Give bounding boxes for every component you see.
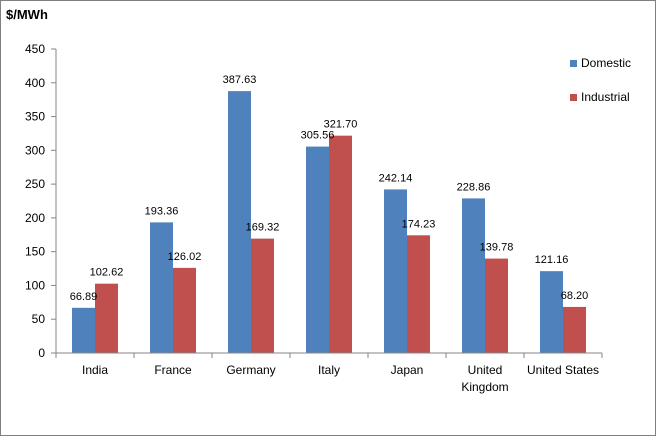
bar-industrial (485, 258, 508, 353)
x-category-label: Italy (318, 363, 340, 377)
data-label: 387.63 (223, 74, 257, 86)
bar-industrial (173, 267, 196, 353)
bar-industrial (563, 306, 586, 353)
y-tick-label: 50 (32, 312, 46, 326)
bar-domestic (540, 271, 563, 353)
y-tick-label: 250 (25, 177, 45, 191)
y-tick-label: 450 (25, 42, 45, 56)
y-tick-label: 400 (25, 76, 45, 90)
y-tick-label: 300 (25, 143, 45, 157)
y-tick-label: 150 (25, 245, 45, 259)
legend-label: Domestic (581, 56, 631, 70)
y-tick-label: 0 (38, 346, 45, 360)
axes (55, 49, 602, 354)
x-category-label: United States (527, 363, 599, 377)
x-category-label: United (468, 363, 503, 377)
data-label: 68.20 (561, 290, 589, 302)
bar-industrial (251, 238, 274, 353)
legend-swatch (570, 60, 577, 67)
y-axis-title: $/MWh (6, 7, 48, 22)
data-label: 102.62 (90, 267, 124, 279)
data-label: 121.16 (535, 254, 569, 266)
y-tick-label: 350 (25, 110, 45, 124)
data-label: 305.56 (301, 130, 335, 142)
legend-swatch (570, 94, 577, 101)
data-label: 139.78 (480, 242, 514, 254)
data-label: 321.70 (324, 119, 358, 131)
bar-domestic (462, 198, 485, 353)
data-label: 193.36 (145, 205, 179, 217)
bar-domestic (72, 307, 95, 353)
data-label: 228.86 (457, 181, 491, 193)
x-category-label: Kingdom (461, 380, 508, 394)
data-label: 66.89 (70, 291, 98, 303)
y-tick-label: 200 (25, 211, 45, 225)
bar-industrial (407, 235, 430, 353)
bar-industrial (329, 135, 352, 353)
bars (72, 91, 586, 353)
x-axis-ticks: India France Germany Italy Japan United Kingdo… (55, 353, 603, 394)
x-category-label: Germany (226, 363, 275, 377)
bar-domestic (384, 189, 407, 353)
x-category-label: France (154, 363, 192, 377)
legend: Domestic Industrial (570, 56, 631, 104)
bar-domestic (306, 146, 329, 353)
legend-label: Industrial (581, 90, 630, 104)
bar-domestic (150, 222, 173, 353)
bar-domestic (228, 91, 251, 353)
data-labels: 66.89 102.62 193.36 126.02 387.63 169.32 305.5… (70, 74, 589, 303)
data-label: 174.23 (402, 218, 436, 230)
bar-industrial (95, 283, 118, 353)
data-label: 169.32 (246, 222, 280, 234)
data-label: 242.14 (379, 172, 413, 184)
y-tick-label: 100 (25, 278, 45, 292)
x-category-label: Japan (391, 363, 424, 377)
x-category-label: India (82, 363, 108, 377)
data-label: 126.02 (168, 251, 202, 263)
y-axis-ticks: 0 50 100 150 200 250 300 350 400 450 (25, 42, 56, 360)
